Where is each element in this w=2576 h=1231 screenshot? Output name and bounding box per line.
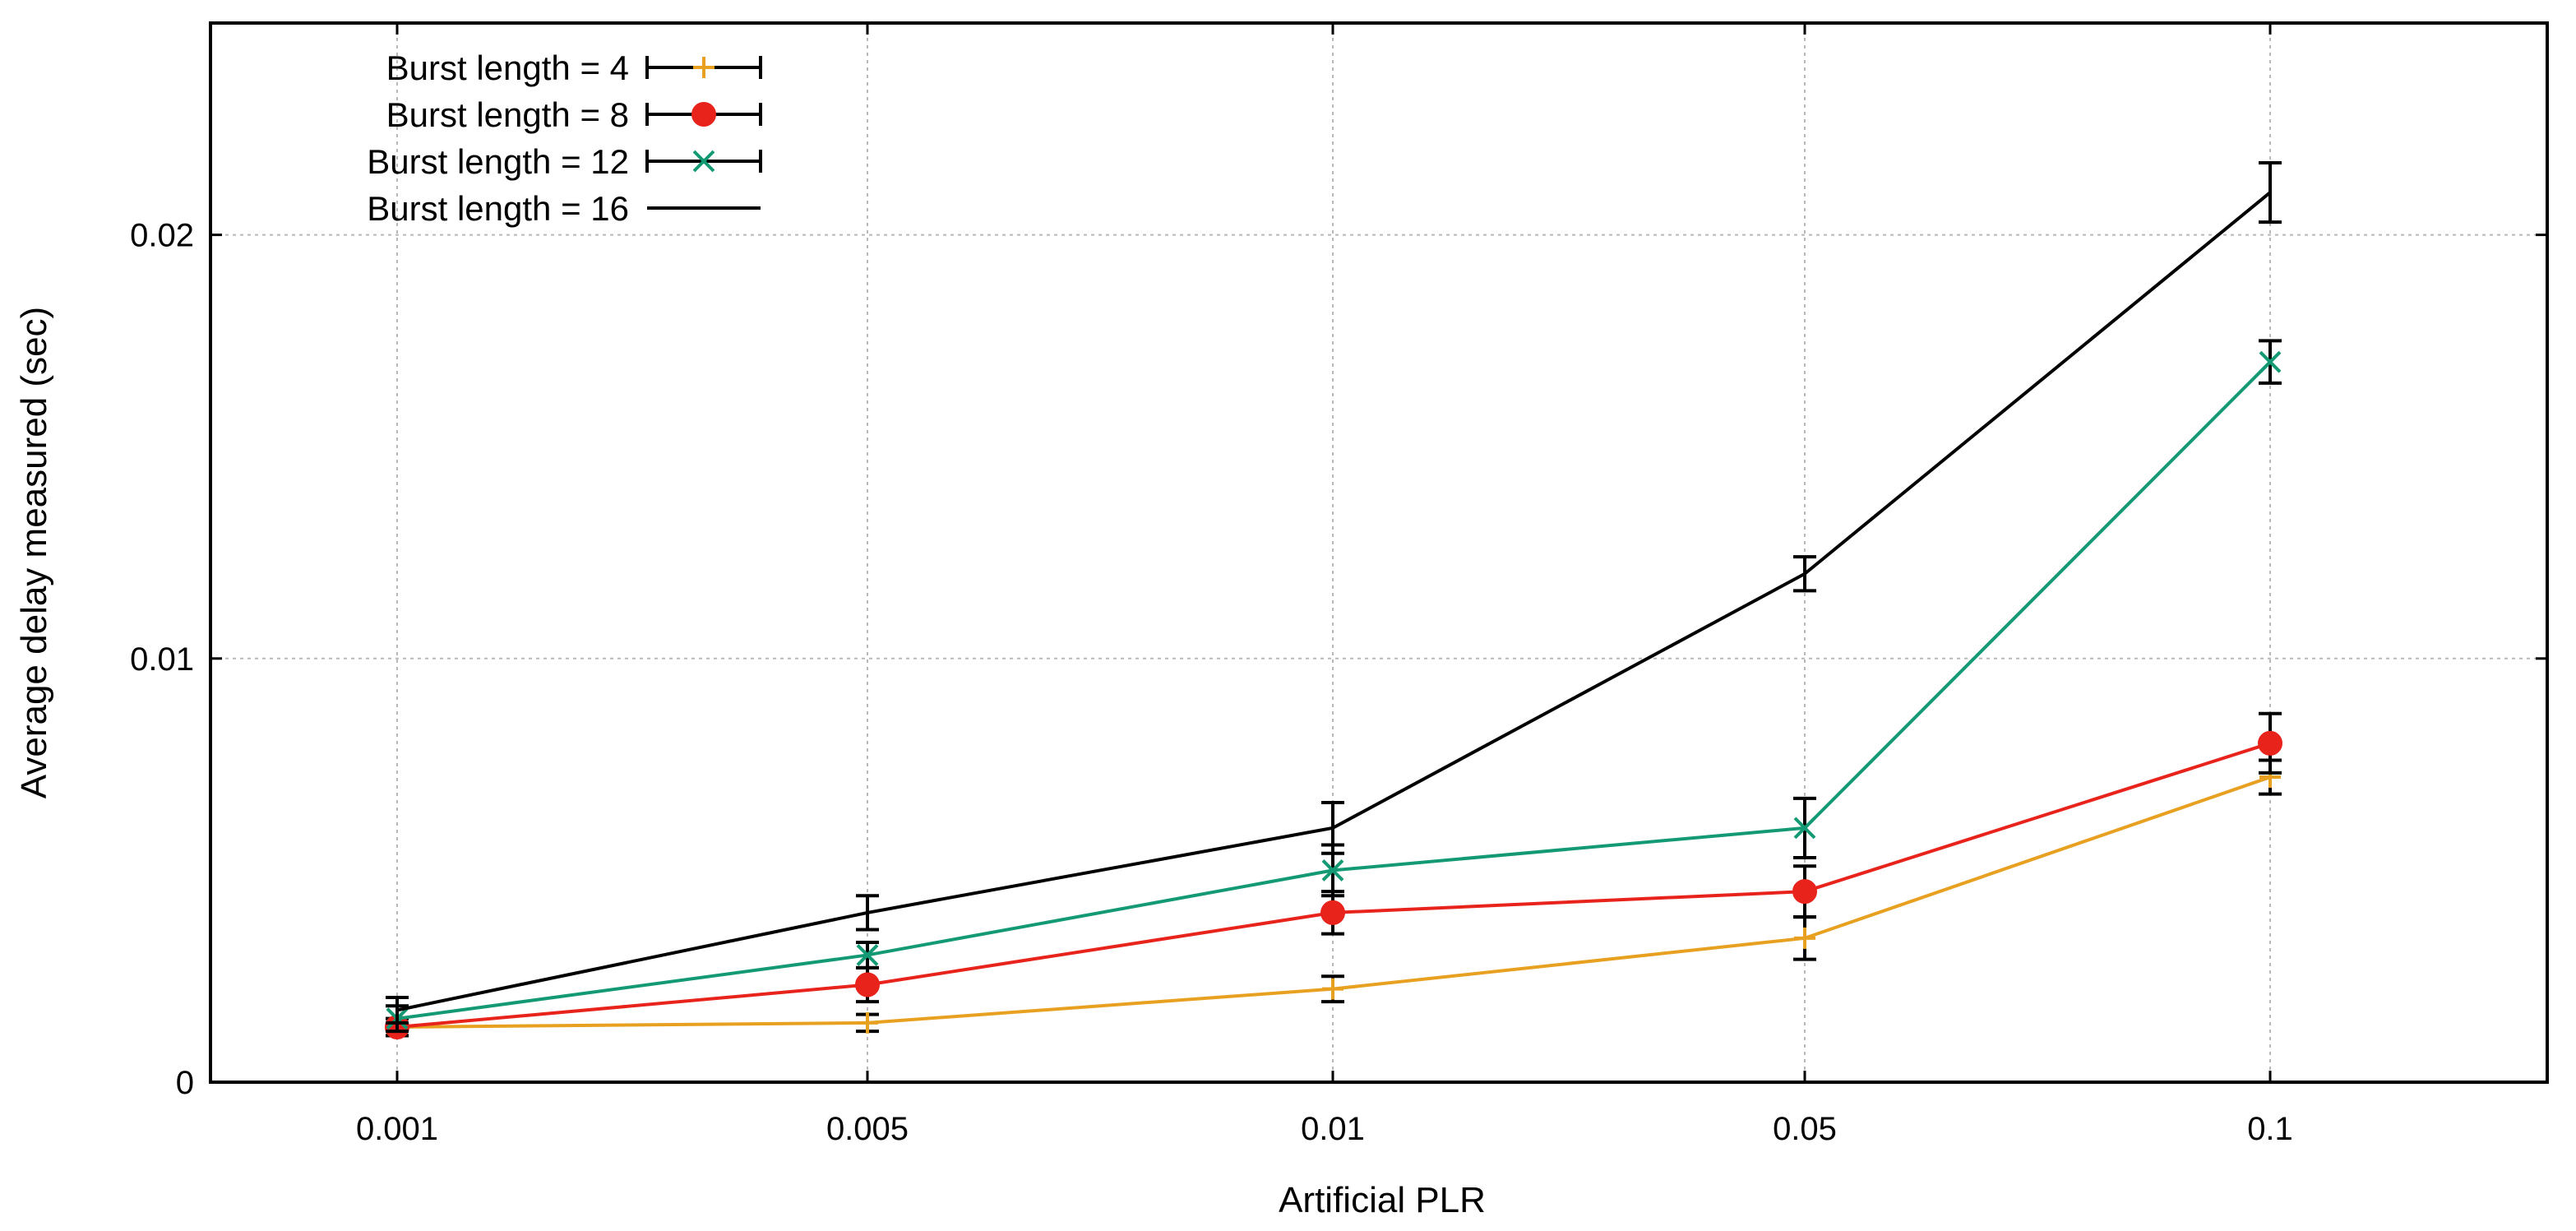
plot-area (209, 21, 2549, 1084)
error-bar (1793, 555, 1816, 593)
data-point (1794, 927, 1815, 949)
grid-layer (210, 23, 2547, 1082)
x-tick-label: 0.01 (1301, 1111, 1365, 1147)
data-point (857, 1011, 878, 1034)
y-tick-label: 0.02 (130, 218, 194, 254)
y-axis-title: Average delay measured (sec) (14, 307, 54, 798)
legend-swatch-marker (693, 57, 715, 78)
legend-label: Burst length = 12 (367, 142, 629, 181)
x-tick-label: 0.05 (1773, 1111, 1837, 1147)
data-point (1321, 858, 1344, 882)
error-bar (2259, 161, 2282, 224)
data-point (2258, 730, 2282, 756)
error-bar (386, 995, 409, 1025)
series-group (386, 161, 2282, 1025)
series-layer (385, 161, 2282, 1040)
x-tick-label: 0.005 (826, 1111, 909, 1147)
y-tick-label: 0.01 (130, 641, 194, 678)
data-point (856, 944, 879, 966)
legend-swatch-marker (692, 150, 715, 173)
data-point (1793, 817, 1816, 840)
legend: Burst length = 4 Burst length = 8 Burst le… (367, 49, 762, 228)
tick-layer: 0.001 0.005 0.01 0.05 0.1 0 0.01 0.02 (130, 23, 2547, 1147)
legend-label: Burst length = 8 (386, 95, 629, 134)
data-point (855, 972, 880, 997)
data-point (2259, 350, 2282, 373)
x-tick-label: 0.1 (2247, 1111, 2293, 1147)
data-point (1792, 879, 1817, 905)
error-bar (1321, 800, 1344, 855)
legend-swatch-marker (691, 102, 716, 127)
legend-label: Burst length = 4 (386, 49, 629, 87)
legend-label: Burst length = 16 (367, 189, 629, 228)
data-point (1322, 978, 1343, 1000)
x-tick-label: 0.001 (356, 1111, 438, 1147)
y-tick-label: 0 (176, 1065, 194, 1101)
data-point (1320, 900, 1345, 925)
x-axis-title: Artificial PLR (1279, 1180, 1486, 1220)
error-bar (856, 894, 879, 932)
